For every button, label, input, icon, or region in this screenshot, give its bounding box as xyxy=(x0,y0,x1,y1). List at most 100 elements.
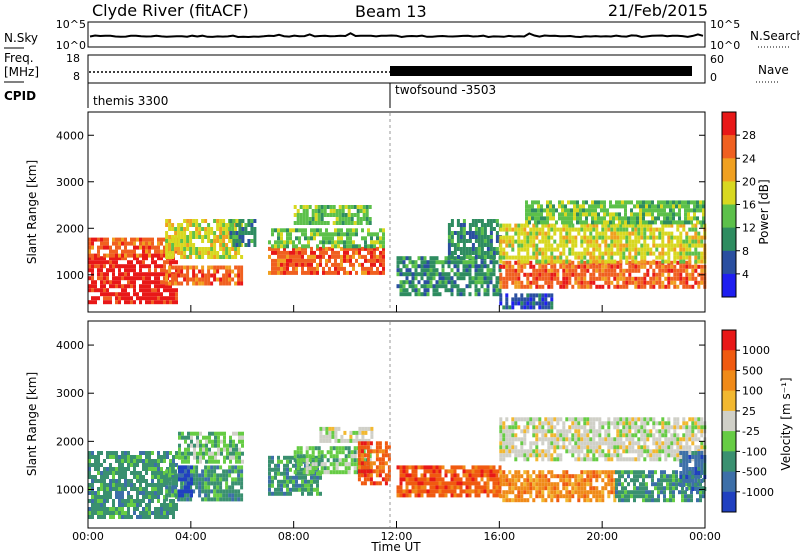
range-gate-cell xyxy=(280,487,283,492)
range-gate-cell xyxy=(420,493,424,498)
range-gate-cell xyxy=(109,451,112,455)
range-gate-cell xyxy=(317,221,321,225)
range-gate-cell xyxy=(142,241,145,246)
range-gate-cell xyxy=(580,445,584,450)
range-gate-cell xyxy=(582,200,585,205)
range-gate-cell xyxy=(157,479,160,483)
range-gate-cell xyxy=(474,477,478,482)
range-gate-cell xyxy=(573,204,576,209)
range-gate-cell xyxy=(450,235,454,239)
range-gate-cell xyxy=(360,441,364,446)
range-gate-cell xyxy=(340,438,344,443)
range-gate-cell xyxy=(115,245,118,250)
range-gate-cell xyxy=(340,434,344,439)
range-gate-cell xyxy=(295,487,298,492)
range-gate-cell xyxy=(118,280,121,285)
range-gate-cell xyxy=(121,491,124,495)
range-gate-cell xyxy=(429,485,433,490)
range-gate-cell xyxy=(687,208,690,213)
range-gate-cell xyxy=(313,250,316,255)
range-gate-cell xyxy=(103,467,106,471)
range-gate-cell xyxy=(589,264,593,269)
range-gate-cell xyxy=(477,264,481,269)
range-gate-cell xyxy=(489,473,493,478)
range-gate-cell xyxy=(568,227,572,232)
range-gate-cell xyxy=(619,441,623,446)
range-gate-cell xyxy=(124,245,127,250)
range-gate-cell xyxy=(103,241,106,246)
range-gate-cell xyxy=(474,465,478,470)
range-gate-cell xyxy=(505,284,509,289)
range-gate-cell xyxy=(480,280,484,285)
range-gate-cell xyxy=(106,280,109,285)
range-gate-cell xyxy=(474,251,478,255)
range-gate-cell xyxy=(283,240,286,245)
range-gate-cell xyxy=(502,280,506,285)
range-gate-cell xyxy=(335,462,339,467)
range-gate-cell xyxy=(526,284,530,289)
range-gate-cell xyxy=(508,223,512,228)
range-gate-cell xyxy=(562,276,566,281)
range-gate-cell xyxy=(640,276,644,281)
range-gate-cell xyxy=(541,498,545,503)
range-gate-cell xyxy=(696,204,699,209)
range-gate-cell xyxy=(151,487,154,491)
range-gate-cell xyxy=(523,301,527,306)
range-gate-cell xyxy=(432,272,436,277)
range-gate-cell xyxy=(192,265,196,270)
range-gate-cell xyxy=(97,459,100,463)
range-gate-cell xyxy=(483,239,487,243)
range-gate-cell xyxy=(613,231,617,236)
range-gate-cell xyxy=(502,445,506,450)
range-gate-cell xyxy=(91,499,94,503)
range-gate-cell xyxy=(450,255,454,259)
range-gate-cell xyxy=(168,239,172,243)
range-gate-cell xyxy=(505,276,509,281)
range-gate-cell xyxy=(561,208,564,213)
range-gate-cell xyxy=(511,301,515,306)
range-gate-cell xyxy=(402,477,406,482)
range-gate-cell xyxy=(456,264,460,269)
range-gate-cell xyxy=(115,459,118,463)
range-gate-cell xyxy=(289,258,292,263)
range-gate-cell xyxy=(583,441,587,446)
range-gate-cell xyxy=(334,228,337,233)
range-gate-cell xyxy=(546,208,549,213)
range-gate-cell xyxy=(222,281,226,286)
range-gate-cell xyxy=(450,239,454,243)
range-gate-cell xyxy=(317,209,321,213)
range-gate-cell xyxy=(498,489,502,494)
range-gate-cell xyxy=(595,470,599,475)
range-gate-cell xyxy=(289,475,292,480)
range-gate-cell xyxy=(364,266,367,271)
range-gate-cell xyxy=(222,223,226,227)
range-gate-cell xyxy=(414,276,418,281)
range-gate-cell xyxy=(520,482,524,487)
range-gate-cell xyxy=(465,473,469,478)
cpid-segment-1: themis 3300 xyxy=(93,94,168,108)
range-gate-cell xyxy=(517,243,521,248)
range-gate-cell xyxy=(517,437,521,442)
range-gate-cell xyxy=(127,479,130,483)
range-gate-cell xyxy=(301,262,304,267)
range-gate-cell xyxy=(616,449,620,454)
range-gate-cell xyxy=(121,467,124,471)
range-gate-cell xyxy=(160,455,163,459)
range-gate-cell xyxy=(561,220,564,225)
range-gate-cell xyxy=(607,437,611,442)
range-gate-cell xyxy=(652,251,656,256)
range-gate-cell xyxy=(535,449,539,454)
range-gate-cell xyxy=(550,486,554,491)
range-gate-cell xyxy=(163,459,166,463)
range-gate-cell xyxy=(450,473,454,478)
range-gate-cell xyxy=(535,259,539,264)
range-gate-cell xyxy=(213,493,217,498)
range-gate-cell xyxy=(145,272,148,277)
range-gate-cell xyxy=(166,503,169,507)
range-gate-cell xyxy=(426,280,430,285)
range-gate-cell xyxy=(592,486,596,491)
range-gate-cell xyxy=(174,493,178,498)
range-gate-cell xyxy=(447,485,451,490)
range-gate-cell xyxy=(293,205,297,209)
range-gate-cell xyxy=(216,219,220,223)
